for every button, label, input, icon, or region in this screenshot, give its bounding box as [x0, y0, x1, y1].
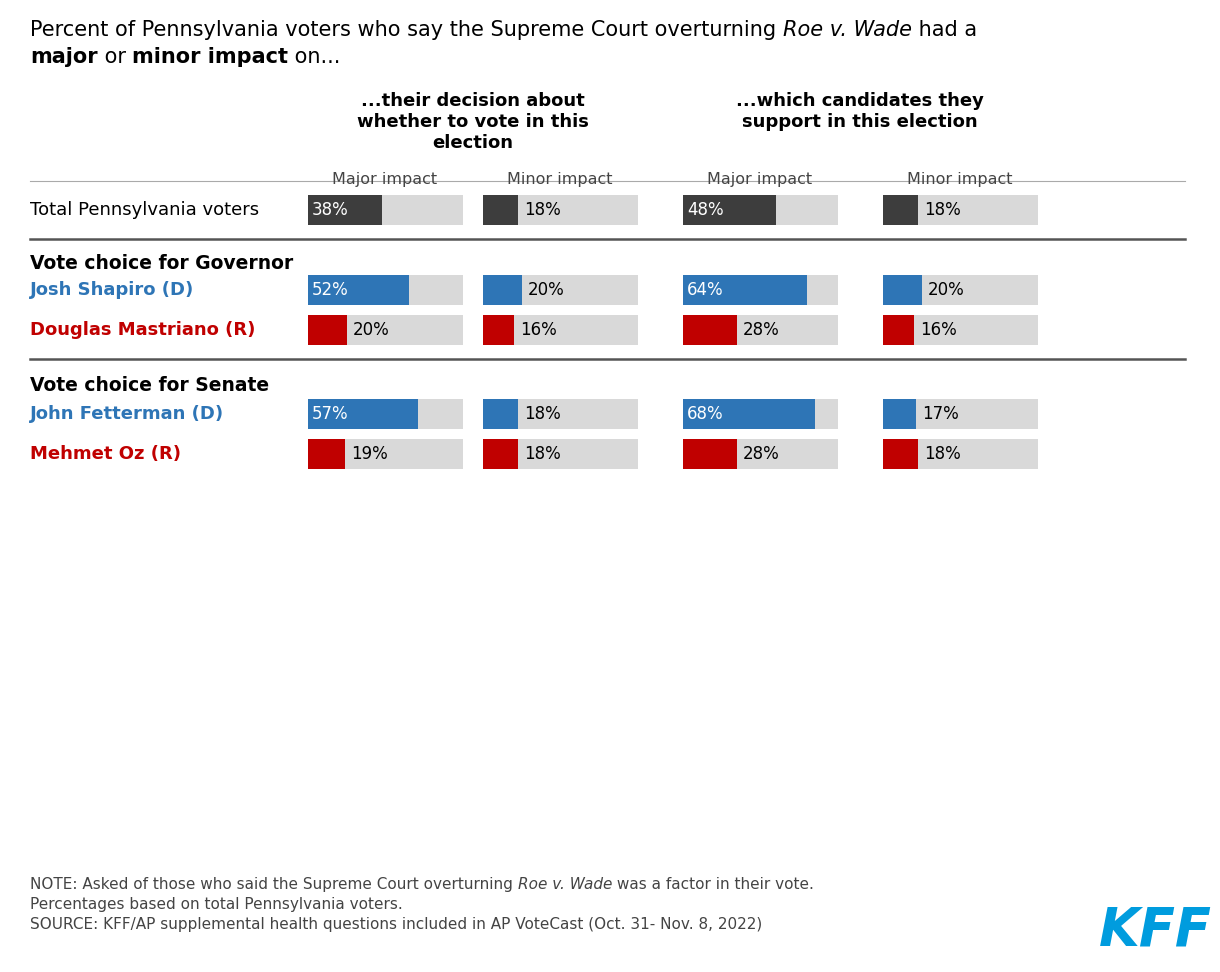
Text: Minor impact: Minor impact — [908, 172, 1013, 187]
Text: 17%: 17% — [922, 405, 959, 423]
Text: 52%: 52% — [312, 281, 349, 299]
Text: Mehmet Oz (R): Mehmet Oz (R) — [30, 445, 181, 463]
Text: on...: on... — [288, 47, 340, 67]
Bar — [883, 275, 922, 305]
Bar — [307, 439, 345, 469]
Bar — [483, 275, 522, 305]
Text: 20%: 20% — [528, 281, 565, 299]
Text: 16%: 16% — [520, 321, 556, 339]
Text: ...their decision about
whether to vote in this
election: ...their decision about whether to vote … — [356, 92, 588, 152]
Bar — [683, 195, 838, 225]
Text: 28%: 28% — [743, 445, 780, 463]
Text: minor impact: minor impact — [132, 47, 288, 67]
Bar — [307, 315, 346, 345]
Text: Total Pennsylvania voters: Total Pennsylvania voters — [30, 201, 259, 219]
Text: 18%: 18% — [523, 405, 561, 423]
Bar — [483, 315, 514, 345]
Bar — [483, 399, 638, 429]
Bar — [483, 195, 517, 225]
Text: major: major — [30, 47, 98, 67]
Text: had a: had a — [911, 20, 977, 40]
Text: Percentages based on total Pennsylvania voters.: Percentages based on total Pennsylvania … — [30, 897, 403, 912]
Text: 28%: 28% — [743, 321, 780, 339]
Bar — [883, 439, 1038, 469]
Text: 57%: 57% — [312, 405, 349, 423]
Bar — [683, 275, 806, 305]
Bar — [483, 439, 517, 469]
Text: Roe v. Wade: Roe v. Wade — [783, 20, 911, 40]
Text: 18%: 18% — [924, 201, 960, 219]
Bar — [883, 195, 917, 225]
Text: Vote choice for Governor: Vote choice for Governor — [30, 254, 293, 273]
Text: Percent of Pennsylvania voters who say the Supreme Court overturning: Percent of Pennsylvania voters who say t… — [30, 20, 783, 40]
Bar — [483, 275, 638, 305]
Bar — [683, 195, 776, 225]
Bar — [307, 275, 409, 305]
Bar — [307, 439, 464, 469]
Bar — [307, 315, 464, 345]
Bar — [883, 195, 1038, 225]
Text: 18%: 18% — [523, 201, 561, 219]
Text: Minor impact: Minor impact — [508, 172, 612, 187]
Text: 20%: 20% — [927, 281, 965, 299]
Bar — [683, 399, 815, 429]
Bar — [683, 439, 737, 469]
Bar — [483, 195, 638, 225]
Bar — [307, 399, 418, 429]
Bar — [883, 399, 1038, 429]
Text: 48%: 48% — [687, 201, 723, 219]
Text: 16%: 16% — [920, 321, 956, 339]
Bar — [683, 315, 737, 345]
Text: Josh Shapiro (D): Josh Shapiro (D) — [30, 281, 194, 299]
Text: 19%: 19% — [351, 445, 388, 463]
Text: ...which candidates they
support in this election: ...which candidates they support in this… — [736, 92, 985, 131]
Bar — [883, 315, 914, 345]
Bar — [883, 439, 917, 469]
Text: 18%: 18% — [924, 445, 960, 463]
Text: SOURCE: KFF/AP supplemental health questions included in AP VoteCast (Oct. 31- N: SOURCE: KFF/AP supplemental health quest… — [30, 917, 762, 932]
Bar — [307, 195, 464, 225]
Text: Major impact: Major impact — [332, 172, 438, 187]
Text: Douglas Mastriano (R): Douglas Mastriano (R) — [30, 321, 255, 339]
Bar — [683, 439, 838, 469]
Bar — [307, 195, 382, 225]
Bar — [683, 399, 838, 429]
Bar — [883, 399, 916, 429]
Text: John Fetterman (D): John Fetterman (D) — [30, 405, 224, 423]
Bar — [307, 275, 464, 305]
Bar — [683, 275, 838, 305]
Text: 20%: 20% — [353, 321, 389, 339]
Text: Major impact: Major impact — [708, 172, 813, 187]
Text: 38%: 38% — [312, 201, 349, 219]
Bar — [483, 315, 638, 345]
Bar — [483, 399, 517, 429]
Text: or: or — [98, 47, 132, 67]
Text: Roe v. Wade: Roe v. Wade — [517, 877, 612, 892]
Bar — [883, 275, 1038, 305]
Text: 18%: 18% — [523, 445, 561, 463]
Text: was a factor in their vote.: was a factor in their vote. — [612, 877, 814, 892]
Text: 64%: 64% — [687, 281, 723, 299]
Bar — [307, 399, 464, 429]
Text: NOTE: Asked of those who said the Supreme Court overturning: NOTE: Asked of those who said the Suprem… — [30, 877, 517, 892]
Bar — [683, 315, 838, 345]
Text: KFF: KFF — [1098, 904, 1211, 956]
Bar — [883, 315, 1038, 345]
Text: 68%: 68% — [687, 405, 723, 423]
Bar — [483, 439, 638, 469]
Text: Vote choice for Senate: Vote choice for Senate — [30, 376, 270, 395]
